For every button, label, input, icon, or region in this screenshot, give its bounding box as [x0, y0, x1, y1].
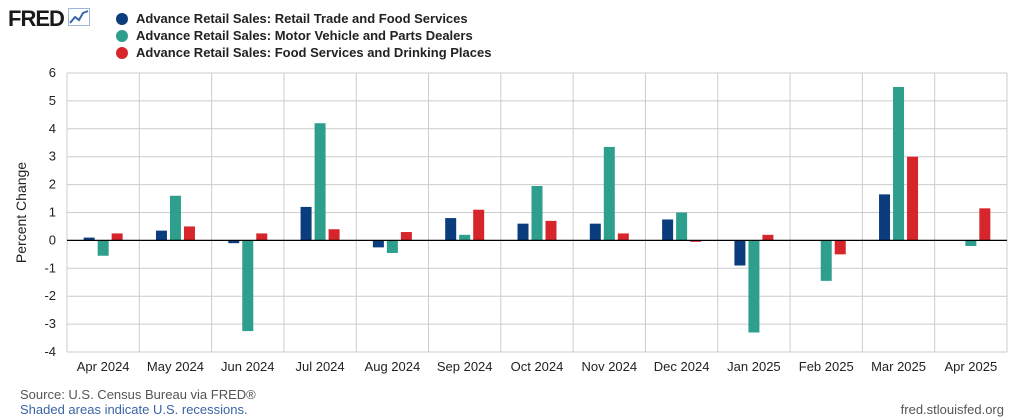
x-tick-label: Mar 2025 [871, 359, 926, 374]
axes: -4 -3 -2 -1 0 1 2 3 4 5 6 Apr 2024 May 2024 Jun 2024 J… [44, 65, 1007, 374]
bar-retail[interactable] [83, 237, 95, 241]
y-tick-label: 6 [49, 65, 56, 80]
site-link[interactable]: fred.stlouisfed.org [900, 402, 1004, 417]
bar-retail[interactable] [300, 206, 312, 241]
x-tick-label: Nov 2024 [581, 359, 637, 374]
bar-motor[interactable] [603, 146, 615, 241]
bar-retail[interactable] [589, 223, 601, 241]
footer-notes: Source: U.S. Census Bureau via FRED® Sha… [20, 387, 256, 417]
bar-motor[interactable] [386, 240, 398, 253]
chart-legend: Advance Retail Sales: Retail Trade and F… [116, 10, 491, 61]
y-tick-label: 3 [49, 149, 56, 164]
bar-motor[interactable] [748, 240, 760, 333]
bar-retail[interactable] [734, 240, 746, 266]
fred-logo-text: FRED [8, 6, 65, 31]
legend-dot-retail [116, 12, 128, 25]
x-tick-label: May 2024 [147, 359, 204, 374]
bar-food[interactable] [762, 234, 774, 241]
y-tick-label: -2 [44, 288, 56, 303]
grid-lines [66, 72, 1008, 353]
x-tick-label: Jul 2024 [295, 359, 344, 374]
line-chart-icon [67, 7, 90, 31]
legend-item-food[interactable]: Advance Retail Sales: Food Services and … [116, 44, 491, 61]
x-tick-label: Apr 2025 [944, 359, 997, 374]
x-tick-label: Aug 2024 [365, 359, 421, 374]
y-tick-label: 4 [49, 121, 56, 136]
bar-motor[interactable] [893, 86, 905, 241]
bar-food[interactable] [111, 233, 123, 241]
bar-food[interactable] [256, 233, 268, 241]
x-tick-label: Feb 2025 [799, 359, 854, 374]
bar-retail[interactable] [662, 219, 674, 241]
bar-food[interactable] [473, 209, 485, 241]
bar-motor[interactable] [531, 185, 543, 241]
x-tick-label: Jan 2025 [727, 359, 781, 374]
bar-motor[interactable] [459, 234, 471, 241]
x-tick-label: Oct 2024 [511, 359, 564, 374]
legend-label-food: Advance Retail Sales: Food Services and … [136, 45, 492, 60]
bar-food[interactable] [690, 240, 702, 242]
bar-retail[interactable] [445, 218, 457, 241]
bar-retail[interactable] [879, 194, 891, 241]
legend-item-retail[interactable]: Advance Retail Sales: Retail Trade and F… [116, 10, 491, 27]
legend-dot-motor [116, 29, 128, 42]
y-tick-label: 2 [49, 177, 56, 192]
y-tick-label: 0 [49, 232, 56, 247]
bar-motor[interactable] [820, 240, 832, 281]
source-text: Source: U.S. Census Bureau via FRED® [20, 387, 256, 402]
bar-motor[interactable] [314, 123, 326, 241]
bar-food[interactable] [617, 233, 629, 241]
bar-retail[interactable] [155, 230, 167, 241]
x-tick-label: Jun 2024 [221, 359, 275, 374]
legend-label-motor: Advance Retail Sales: Motor Vehicle and … [136, 28, 473, 43]
legend-label-retail: Advance Retail Sales: Retail Trade and F… [136, 11, 468, 26]
bar-food[interactable] [400, 232, 412, 241]
bar-motor[interactable] [965, 240, 977, 246]
bar-food[interactable] [979, 208, 991, 241]
bar-retail[interactable] [517, 223, 529, 241]
bar-food[interactable] [545, 220, 557, 241]
bar-chart: -4 -3 -2 -1 0 1 2 3 4 5 6 Apr 2024 May 2024 Jun 2024 J… [13, 65, 1008, 374]
x-tick-label: Dec 2024 [654, 359, 710, 374]
y-tick-label: 1 [49, 205, 56, 220]
legend-dot-food [116, 46, 128, 59]
bar-motor[interactable] [676, 212, 688, 241]
y-axis-title: Percent Change [13, 162, 29, 263]
bar-motor[interactable] [97, 240, 109, 256]
bar-retail[interactable] [228, 240, 240, 244]
x-tick-label: Sep 2024 [437, 359, 493, 374]
fred-logo[interactable]: FRED [8, 6, 90, 32]
bar-food[interactable] [328, 229, 340, 241]
bar-food[interactable] [907, 156, 919, 241]
y-tick-label: -1 [44, 260, 56, 275]
bar-retail[interactable] [372, 240, 384, 248]
x-tick-label: Apr 2024 [77, 359, 130, 374]
legend-item-motor[interactable]: Advance Retail Sales: Motor Vehicle and … [116, 27, 491, 44]
bar-food[interactable] [183, 226, 195, 241]
recession-note: Shaded areas indicate U.S. recessions. [20, 402, 248, 417]
bar-motor[interactable] [169, 195, 181, 241]
y-tick-label: 5 [49, 93, 56, 108]
bar-motor[interactable] [242, 240, 254, 332]
y-tick-label: -3 [44, 316, 56, 331]
bar-food[interactable] [834, 240, 846, 255]
bars [83, 86, 991, 333]
y-tick-label: -4 [44, 344, 56, 359]
